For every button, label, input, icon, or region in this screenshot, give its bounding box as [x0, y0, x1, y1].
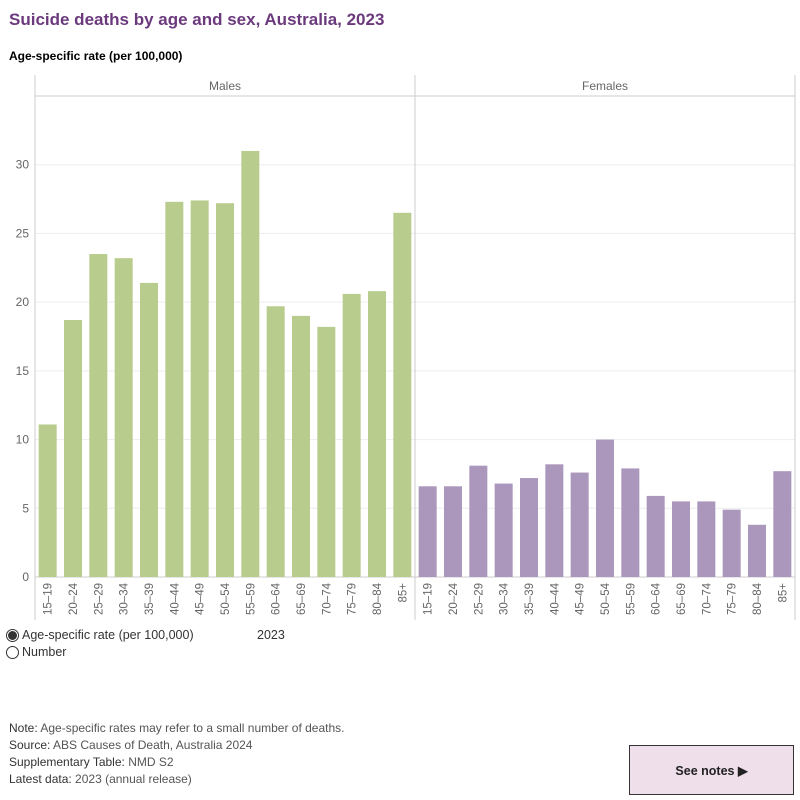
x-tick-label: 40–44 [169, 582, 181, 615]
bar-females-75–79 [722, 509, 741, 577]
x-tick-label: 75–79 [727, 583, 739, 615]
y-tick-label: 5 [22, 501, 29, 515]
x-tick-label: 25–29 [93, 583, 105, 615]
radio-selected-icon[interactable] [6, 628, 19, 642]
x-tick-label: 80–84 [752, 582, 764, 615]
x-tick-label: 25–29 [473, 583, 485, 615]
bar-males-65–69 [292, 315, 310, 577]
y-tick-label: 20 [16, 295, 30, 309]
x-tick-label: 15–19 [423, 583, 435, 615]
y-tick-label: 25 [16, 226, 30, 240]
bar-females-25–29 [469, 465, 488, 577]
source-line: Source: ABS Causes of Death, Australia 2… [9, 738, 253, 752]
bar-females-50–54 [596, 439, 614, 577]
bar-females-40–44 [545, 464, 564, 577]
bar-females-45–49 [570, 472, 589, 577]
x-tick-label: 30–34 [119, 582, 131, 615]
radio-label: Number [22, 645, 67, 659]
bar-females-80–84 [748, 524, 766, 577]
x-tick-label: 45–49 [575, 583, 587, 615]
x-tick-label: 55–59 [625, 583, 637, 615]
y-tick-label: 15 [16, 364, 30, 378]
x-tick-label: 80–84 [372, 582, 384, 615]
x-tick-label: 20–24 [448, 582, 460, 615]
bar-females-55–59 [621, 468, 640, 577]
bar-females-35–39 [520, 478, 538, 577]
bar-females-30–34 [494, 483, 513, 577]
x-tick-label: 55–59 [245, 583, 257, 615]
x-tick-label: 50–54 [600, 582, 612, 615]
bar-males-40–44 [165, 201, 184, 577]
y-tick-label: 0 [22, 570, 29, 584]
x-tick-label: 60–64 [651, 582, 663, 615]
y-tick-label: 10 [16, 433, 30, 447]
x-tick-label: 60–64 [271, 582, 283, 615]
year-label: 2023 [257, 628, 285, 642]
x-tick-label: 50–54 [220, 582, 232, 615]
bar-females-85+ [773, 471, 792, 577]
bar-males-35–39 [140, 282, 158, 577]
notes-block: Note: Age-specific rates may refer to a … [9, 720, 345, 788]
x-tick-label: 85+ [777, 583, 789, 603]
x-tick-label: 65–69 [296, 583, 308, 615]
x-tick-label: 15–19 [43, 583, 55, 615]
bar-males-55–59 [241, 150, 260, 577]
radio-label: Age-specific rate (per 100,000) [22, 628, 194, 642]
bar-females-70–74 [697, 501, 716, 577]
bar-females-15–19 [418, 486, 437, 577]
bar-females-20–24 [444, 486, 462, 577]
bar-males-50–54 [216, 203, 234, 578]
x-tick-label: 35–39 [144, 583, 156, 615]
x-tick-label: 70–74 [701, 582, 713, 615]
bar-females-65–69 [672, 501, 690, 577]
radio-number[interactable]: Number [6, 645, 66, 659]
chart-title: Suicide deaths by age and sex, Australia… [9, 10, 385, 29]
x-tick-label: 85+ [397, 583, 409, 603]
y-tick-label: 30 [16, 158, 30, 172]
bar-males-75–79 [342, 293, 361, 577]
bar-males-70–74 [317, 326, 336, 577]
bar-males-20–24 [64, 320, 82, 577]
x-tick-label: 45–49 [195, 583, 207, 615]
radio-unselected-icon[interactable] [6, 645, 19, 659]
bar-males-80–84 [368, 291, 386, 577]
bar-males-60–64 [266, 306, 285, 577]
x-tick-label: 40–44 [549, 582, 561, 615]
bar-males-30–34 [114, 258, 133, 577]
latest-line: Latest data: 2023 (annual release) [9, 772, 192, 786]
x-tick-label: 70–74 [321, 582, 333, 615]
x-tick-label: 65–69 [676, 583, 688, 615]
panel-header-females: Females [582, 79, 628, 93]
bar-females-60–64 [646, 495, 665, 577]
x-tick-label: 20–24 [68, 582, 80, 615]
x-tick-label: 30–34 [499, 582, 511, 615]
x-tick-label: 35–39 [524, 583, 536, 615]
x-tick-label: 75–79 [347, 583, 359, 615]
bar-males-25–29 [89, 254, 108, 578]
y-axis-label: Age-specific rate (per 100,000) [9, 49, 183, 63]
radio-age-specific-rate[interactable]: Age-specific rate (per 100,000) [6, 628, 194, 642]
see-notes-button[interactable]: See notes ▶ [629, 745, 794, 795]
panel-header-males: Males [209, 79, 241, 93]
bar-males-85+ [393, 212, 412, 578]
bar-males-15–19 [38, 424, 57, 577]
bar-chart: 0 5 10 15 20 25 30 Males 15–19 20–24 25–29 30–34 35–… [16, 75, 796, 620]
bar-males-45–49 [190, 200, 209, 577]
table-line: Supplementary Table: NMD S2 [9, 755, 174, 769]
note-line: Note: Age-specific rates may refer to a … [9, 721, 345, 735]
